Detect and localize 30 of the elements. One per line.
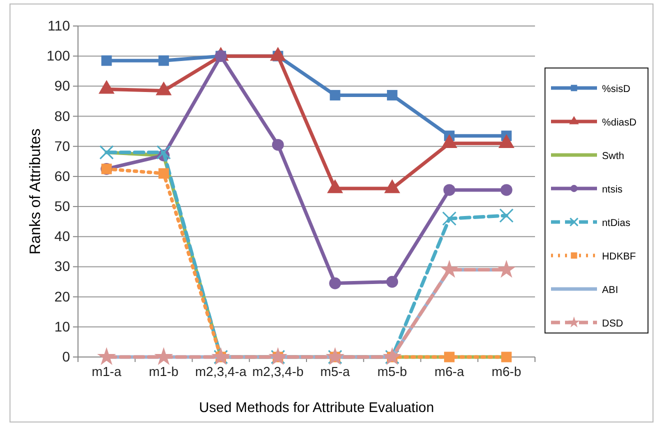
x-axis-title: Used Methods for Attribute Evaluation bbox=[198, 399, 434, 415]
y-tick-label: 100 bbox=[46, 48, 70, 64]
x-tick-label: m2,3,4-b bbox=[252, 364, 304, 380]
y-tick-label: 10 bbox=[54, 318, 70, 334]
y-tick-label: 60 bbox=[54, 168, 70, 184]
legend-label: ABI bbox=[602, 285, 618, 296]
legend-label: ntsis bbox=[602, 184, 623, 196]
x-tick-label: m1-a bbox=[92, 364, 122, 380]
y-tick-label: 110 bbox=[48, 17, 70, 34]
y-axis-title: Ranks of Attributes bbox=[27, 128, 44, 254]
y-tick-label: 40 bbox=[54, 228, 70, 244]
y-tick-label: 0 bbox=[62, 348, 70, 364]
x-tick-label: m1-b bbox=[148, 364, 178, 380]
y-tick-label: 70 bbox=[54, 138, 70, 154]
x-tick-label: m6-a bbox=[434, 364, 465, 380]
legend-label: DSD bbox=[602, 318, 624, 330]
legend-label: Swth bbox=[602, 151, 624, 162]
x-tick-label: m6-b bbox=[492, 364, 522, 380]
x-tick-label: m5-b bbox=[377, 364, 407, 380]
x-tick-label: m2,3,4-a bbox=[195, 364, 248, 380]
y-tick-label: 80 bbox=[54, 108, 70, 124]
legend-label: %sisD bbox=[602, 84, 630, 95]
x-tick-label: m5-a bbox=[320, 364, 351, 380]
legend-label: ntDias bbox=[602, 218, 630, 229]
legend-label: HDKBF bbox=[602, 252, 636, 262]
y-tick-label: 30 bbox=[54, 258, 70, 274]
y-tick-label: 20 bbox=[54, 288, 70, 304]
legend-label: %diasD bbox=[602, 118, 636, 128]
y-tick-label: 50 bbox=[54, 198, 70, 214]
y-tick-label: 90 bbox=[54, 78, 70, 94]
